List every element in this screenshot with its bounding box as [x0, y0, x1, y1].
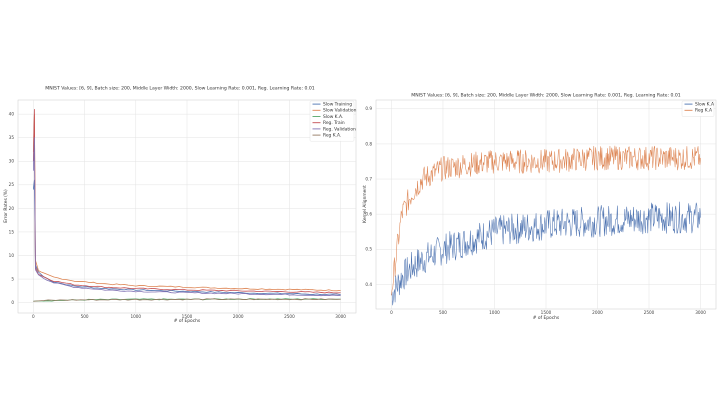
x-axis-label: # of Epochs — [174, 318, 201, 324]
x-tick-label: 1500 — [541, 310, 552, 315]
y-tick-label: 35 — [9, 135, 15, 140]
series-line-slow-k-a — [391, 201, 701, 306]
y-tick-label: 10 — [9, 253, 15, 258]
x-ticks: 0 500 1000 1500 2000 2500 3000 — [32, 314, 346, 319]
x-axis-label: # of Epochs — [533, 315, 560, 321]
y-tick-label: 40 — [9, 112, 15, 117]
error-rate-chart: MNIST Values: [6, 9], Batch size: 200, M… — [3, 86, 357, 325]
series-line-reg-train — [32, 109, 341, 294]
series-line-reg-k-a — [33, 298, 341, 302]
y-tick-label: 5 — [11, 276, 14, 281]
series-lines — [391, 145, 701, 306]
x-tick-label: 3000 — [695, 310, 706, 315]
y-axis-label: Kernel Alignment — [362, 185, 368, 223]
chart-title: MNIST Values: [6, 9], Batch size: 200, M… — [411, 93, 680, 99]
series-line-reg-k-a — [391, 145, 701, 296]
x-tick-label: 2500 — [284, 314, 295, 319]
grid-lines — [18, 100, 356, 313]
legend-label-slow-validation: Slow Validation — [323, 108, 357, 114]
y-tick-label: 20 — [9, 206, 15, 211]
chart-title: MNIST Values: [6, 9], Batch size: 200, M… — [45, 86, 314, 92]
legend-label-reg-train: Reg. Train — [323, 120, 345, 126]
x-tick-label: 500 — [439, 310, 447, 315]
x-tick-label: 2000 — [233, 314, 244, 319]
y-tick-label: 25 — [9, 182, 15, 187]
kernel-alignment-chart: MNIST Values: [6, 9], Batch size: 200, M… — [362, 93, 717, 321]
x-tick-label: 0 — [32, 314, 35, 319]
x-tick-label: 1000 — [130, 314, 141, 319]
legend-label-reg-validation: Reg. Validation — [323, 126, 356, 132]
y-tick-label: 15 — [9, 229, 15, 234]
x-tick-label: 1500 — [182, 314, 193, 319]
legend-box — [309, 100, 355, 142]
y-ticks: 0 5 10 15 20 25 30 35 40 — [9, 112, 15, 305]
y-tick-label: 30 — [9, 159, 15, 164]
y-tick-label: 0.4 — [365, 282, 372, 287]
series-lines — [32, 109, 341, 302]
legend-label-slow-training: Slow Training — [323, 102, 352, 108]
x-tick-label: 2000 — [592, 310, 603, 315]
y-tick-label: 0.9 — [365, 106, 372, 111]
y-axis-label: Error Rates (%) — [3, 189, 9, 223]
legend-box — [681, 100, 715, 117]
legend-label-slow-k-a: Slow K.A. — [323, 114, 343, 120]
legend-label-reg-k-a: Reg K.A — [695, 108, 712, 114]
y-tick-label: 0.8 — [365, 141, 372, 146]
grid-lines — [376, 100, 716, 309]
y-tick-label: 0.7 — [365, 176, 372, 181]
y-tick-label: 0 — [11, 300, 14, 305]
x-tick-label: 3000 — [335, 314, 346, 319]
series-line-reg-validation — [32, 137, 341, 297]
series-line-slow-validation — [32, 113, 341, 292]
x-tick-label: 500 — [81, 314, 89, 319]
x-ticks: 0 500 1000 1500 2000 2500 3000 — [390, 310, 706, 315]
y-tick-label: 0.5 — [365, 247, 372, 252]
legend-label-slow-k-a: Slow K.A — [695, 102, 714, 108]
y-tick-label: 0.6 — [365, 212, 372, 217]
x-tick-label: 2500 — [644, 310, 655, 315]
y-ticks: 0.4 0.5 0.6 0.7 0.8 0.9 — [365, 106, 372, 287]
legend-label-reg-k-a: Reg K.A. — [323, 133, 341, 139]
x-tick-label: 1000 — [489, 310, 500, 315]
x-tick-label: 0 — [390, 310, 393, 315]
